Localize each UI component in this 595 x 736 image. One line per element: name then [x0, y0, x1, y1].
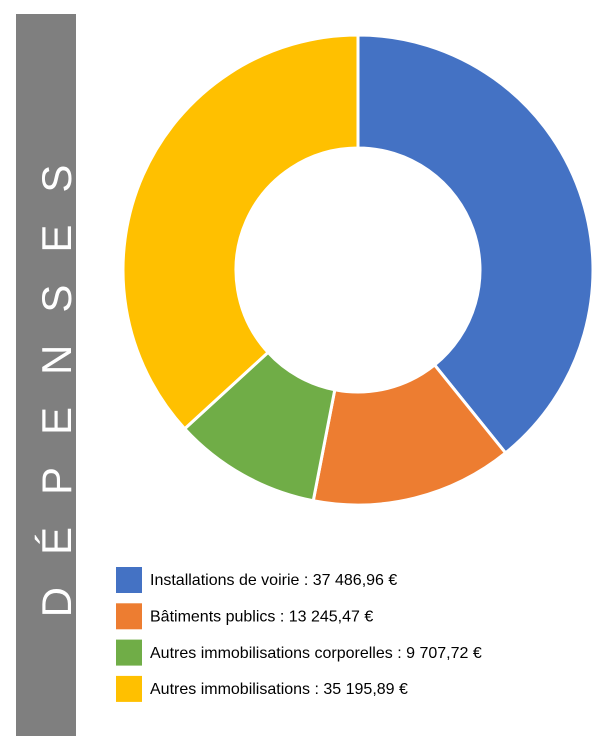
legend-swatch	[116, 567, 142, 593]
donut-slice	[311, 362, 508, 507]
legend-swatch	[116, 639, 142, 666]
legend-label: Autres immobilisations : 35 195,89 €	[150, 681, 408, 698]
donut-slice	[356, 33, 595, 456]
donut-slice	[121, 33, 360, 431]
legend-swatch	[116, 603, 142, 630]
chart-title: DÉPENSES	[33, 133, 80, 618]
legend-label: Bâtiments publics : 13 245,47 €	[150, 609, 373, 626]
legend-label: Autres immobilisations corporelles : 9 7…	[150, 645, 482, 662]
side-band	[16, 14, 76, 736]
legend-label: Installations de voirie : 37 486,96 €	[150, 572, 397, 589]
legend-swatch	[116, 675, 142, 702]
